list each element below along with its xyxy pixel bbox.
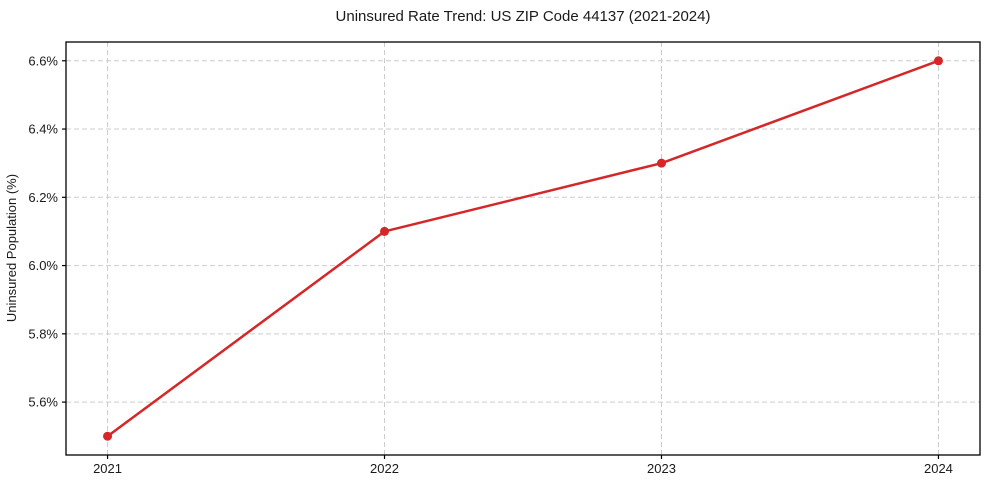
data-point [656,158,666,168]
data-point [103,431,113,441]
y-axis-label: Uninsured Population (%) [4,174,19,322]
x-tick-label: 2024 [924,461,953,476]
y-tick-label: 5.8% [28,326,58,341]
y-tick-label: 6.0% [28,258,58,273]
x-tick-label: 2021 [93,461,122,476]
plot-border [65,41,981,456]
plot-area: 5.6% 5.8% 6.0% 6.2% 6.4% 6.6% 2021 2022 2023 2024 [28,41,981,476]
y-tick-label: 5.6% [28,395,58,410]
x-tick-label: 2023 [647,461,676,476]
trend-line [106,59,940,438]
data-point [380,226,390,236]
x-tick-label: 2022 [370,461,399,476]
data-point [933,56,943,66]
y-tick-label: 6.2% [28,190,58,205]
chart-title: Uninsured Rate Trend: US ZIP Code 44137 … [336,8,711,25]
y-tick-label: 6.4% [28,122,58,137]
y-tick-label: 6.6% [28,53,58,68]
